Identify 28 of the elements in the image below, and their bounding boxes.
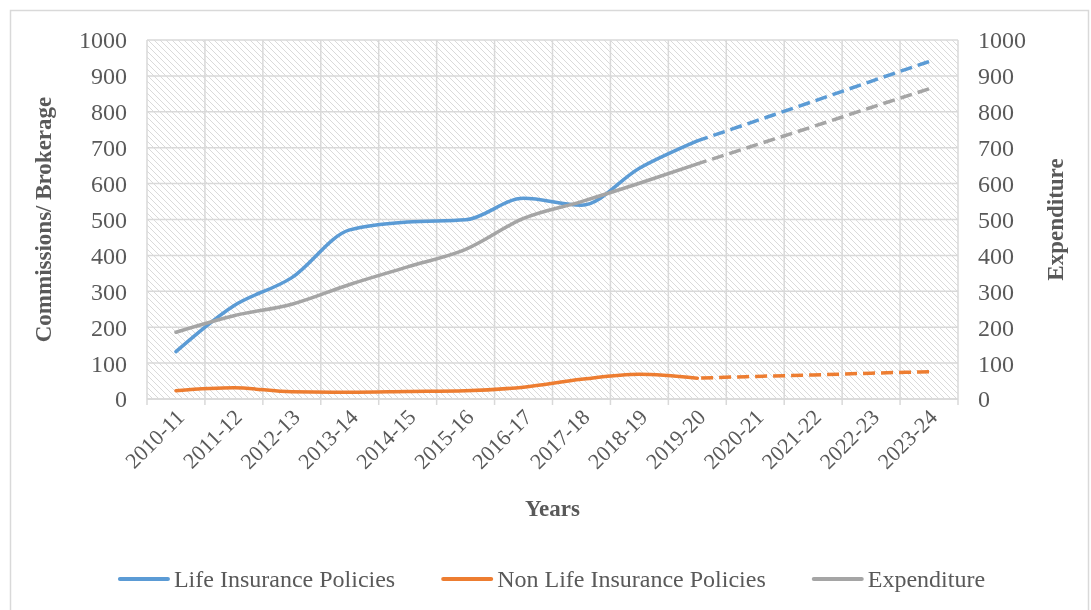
y-tick-label: 100	[91, 350, 127, 377]
y2-tick-label: 600	[978, 171, 1014, 197]
y2-tick-label: 900	[978, 63, 1014, 90]
y2-tick-label: 200	[978, 314, 1014, 341]
y-tick-label: 900	[91, 63, 127, 90]
y-tick-label: 0	[115, 386, 127, 413]
y-tick-label: 500	[91, 206, 127, 233]
y-tick-label: 600	[91, 171, 127, 197]
y2-tick-label: 100	[978, 350, 1014, 377]
y-tick-label: 300	[91, 278, 127, 305]
y-tick-label: 200	[91, 314, 127, 341]
y2-tick-label: 800	[978, 99, 1014, 126]
y2-tick-label: 0	[978, 386, 990, 413]
y-tick-label: 800	[91, 99, 127, 126]
y2-tick-label: 700	[978, 135, 1014, 162]
legend-label: Expenditure	[867, 566, 986, 593]
legend-label: Non Life Insurance Policies	[497, 566, 766, 593]
y2-tick-label: 1000	[978, 27, 1026, 54]
y2-tick-label: 500	[978, 206, 1014, 233]
y-tick-label: 700	[91, 135, 127, 162]
x-axis-title: Years	[525, 496, 581, 521]
y-tick-label: 1000	[79, 27, 127, 54]
legend-label: Life Insurance Policies	[173, 566, 396, 593]
y2-axis-title: Expenditure	[1043, 158, 1069, 281]
y-tick-label: 400	[91, 242, 127, 269]
y2-tick-label: 400	[978, 242, 1014, 269]
y2-tick-label: 300	[978, 278, 1014, 305]
y-axis-title: Commissions/ Brokerage	[31, 96, 57, 343]
